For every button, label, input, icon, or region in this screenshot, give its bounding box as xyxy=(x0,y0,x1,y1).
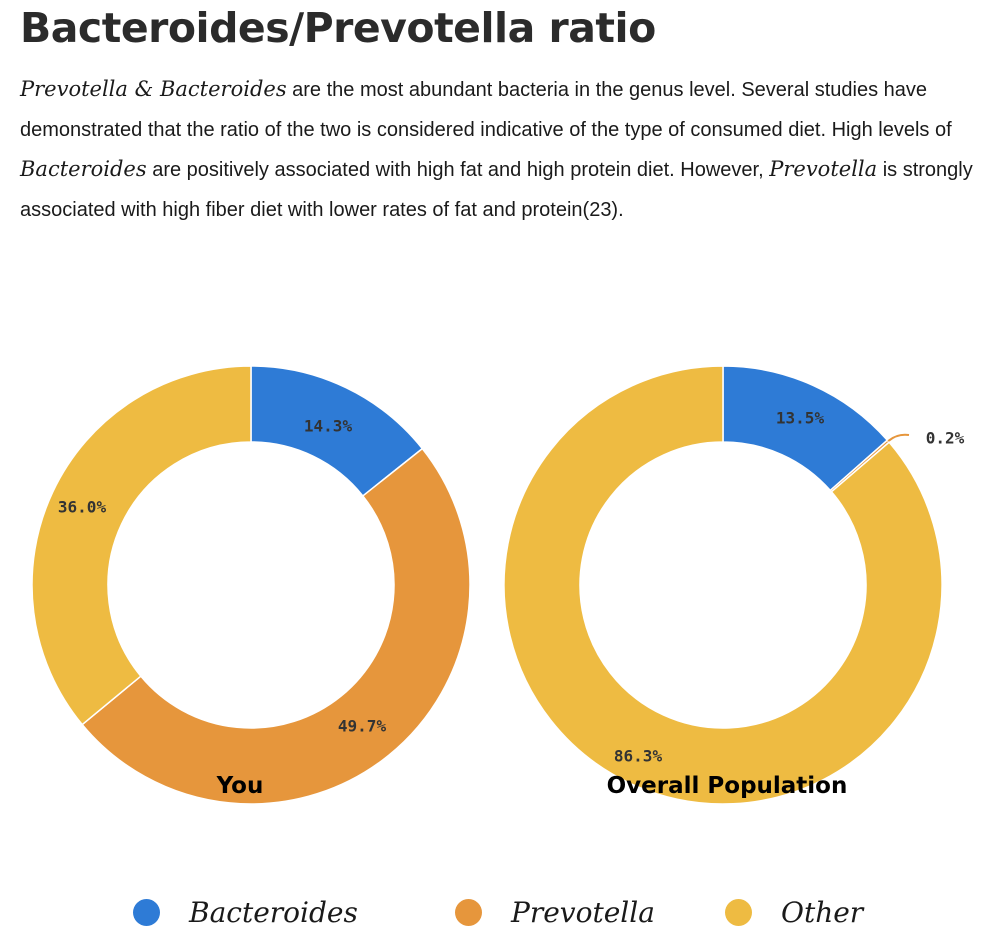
legend: Bacteroides Prevotella Other xyxy=(0,890,1000,934)
legend-label-other: Other xyxy=(781,895,864,929)
description: Prevotella & Bacteroides are the most ab… xyxy=(20,70,980,230)
description-text-3: is strongly associated with high fiber d… xyxy=(20,159,973,221)
slice-label-bacteroides-you: 14.3% xyxy=(304,417,353,436)
description-text-2: are positively associated with high fat … xyxy=(146,159,770,181)
legend-dot-other xyxy=(725,898,752,926)
legend-label-bacteroides: Bacteroides xyxy=(189,895,358,929)
description-italic-prevotella: Prevotella xyxy=(769,157,878,181)
description-italic-genera: Prevotella & Bacteroides xyxy=(20,77,287,101)
chart-title-overall-population: Overall Population xyxy=(607,773,848,799)
slice-other-you[interactable] xyxy=(31,365,252,726)
donut-charts: 14.3% 49.7% 36.0% You 13.5% 0.2% 86.3% Overall … xyxy=(31,365,965,805)
slice-label-prevotella-overall-population: 0.2% xyxy=(926,429,965,448)
donut-chart-you: 14.3% 49.7% 36.0% You xyxy=(31,365,471,805)
page-title: Bacteroides/Prevotella ratio xyxy=(20,4,656,52)
slice-label-prevotella-you: 49.7% xyxy=(338,717,387,736)
leader-line-prevotella-overall-population xyxy=(887,433,910,442)
legend-item-prevotella[interactable]: Prevotella xyxy=(455,890,655,934)
legend-dot-prevotella xyxy=(455,898,482,926)
legend-dot-bacteroides xyxy=(133,898,160,926)
slice-label-other-overall-population: 86.3% xyxy=(614,747,663,766)
legend-item-other[interactable]: Other xyxy=(725,890,863,934)
slice-label-bacteroides-overall-population: 13.5% xyxy=(776,409,825,428)
legend-label-prevotella: Prevotella xyxy=(511,895,655,929)
slice-prevotella-you[interactable] xyxy=(81,447,471,805)
legend-item-bacteroides[interactable]: Bacteroides xyxy=(133,890,358,934)
description-italic-bacteroides: Bacteroides xyxy=(20,157,147,181)
chart-title-you: You xyxy=(216,773,264,799)
slice-other-overall-population[interactable] xyxy=(503,365,943,805)
slice-label-other-you: 36.0% xyxy=(58,498,107,517)
donut-chart-overall-population: 13.5% 0.2% 86.3% Overall Population xyxy=(503,365,965,805)
description-text-1: are the most abundant bacteria in the ge… xyxy=(20,79,952,141)
